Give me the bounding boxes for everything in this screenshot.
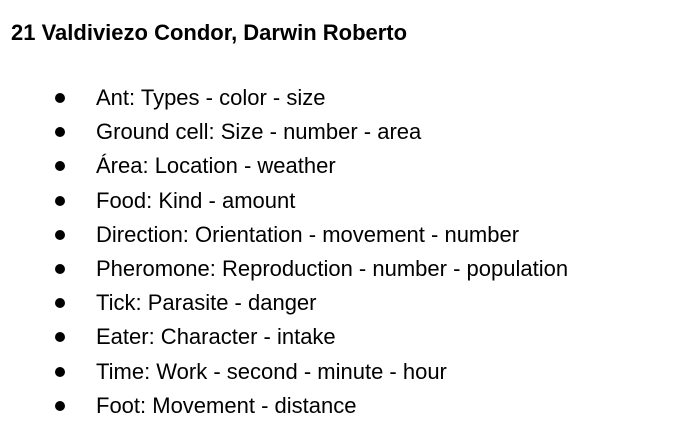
list-item-text: Direction: Orientation - movement - numb… xyxy=(96,221,520,247)
bullet-icon xyxy=(55,93,65,103)
list-item-text: Ant: Types - color - size xyxy=(96,85,326,110)
bullet-icon xyxy=(55,263,65,274)
list-item-text: Foot: Movement - distance xyxy=(96,392,357,418)
list-item-text: Time: Work - second - minute - hour xyxy=(96,358,447,384)
bullet-icon xyxy=(55,366,65,377)
bullet-icon xyxy=(55,298,65,309)
list-item-text: Eater: Character - intake xyxy=(96,324,336,350)
list-item-text: Área: Location - weather xyxy=(96,153,336,179)
bullet-icon xyxy=(55,332,65,343)
bullet-icon xyxy=(55,195,65,206)
bullet-icon xyxy=(55,400,65,411)
list-item-text: Tick: Parasite - danger xyxy=(96,290,317,316)
list-item-text: Ground cell: Size - number - area xyxy=(96,119,422,145)
document-heading: 21 Valdiviezo Condor, Darwin Roberto xyxy=(11,20,408,45)
list-item-text: Pheromone: Reproduction - number - popul… xyxy=(96,255,569,281)
bullet-icon xyxy=(55,127,65,138)
bullet-icon xyxy=(55,229,65,240)
list-item-text: Food: Kind - amount xyxy=(96,187,296,213)
bullet-icon xyxy=(55,161,65,172)
